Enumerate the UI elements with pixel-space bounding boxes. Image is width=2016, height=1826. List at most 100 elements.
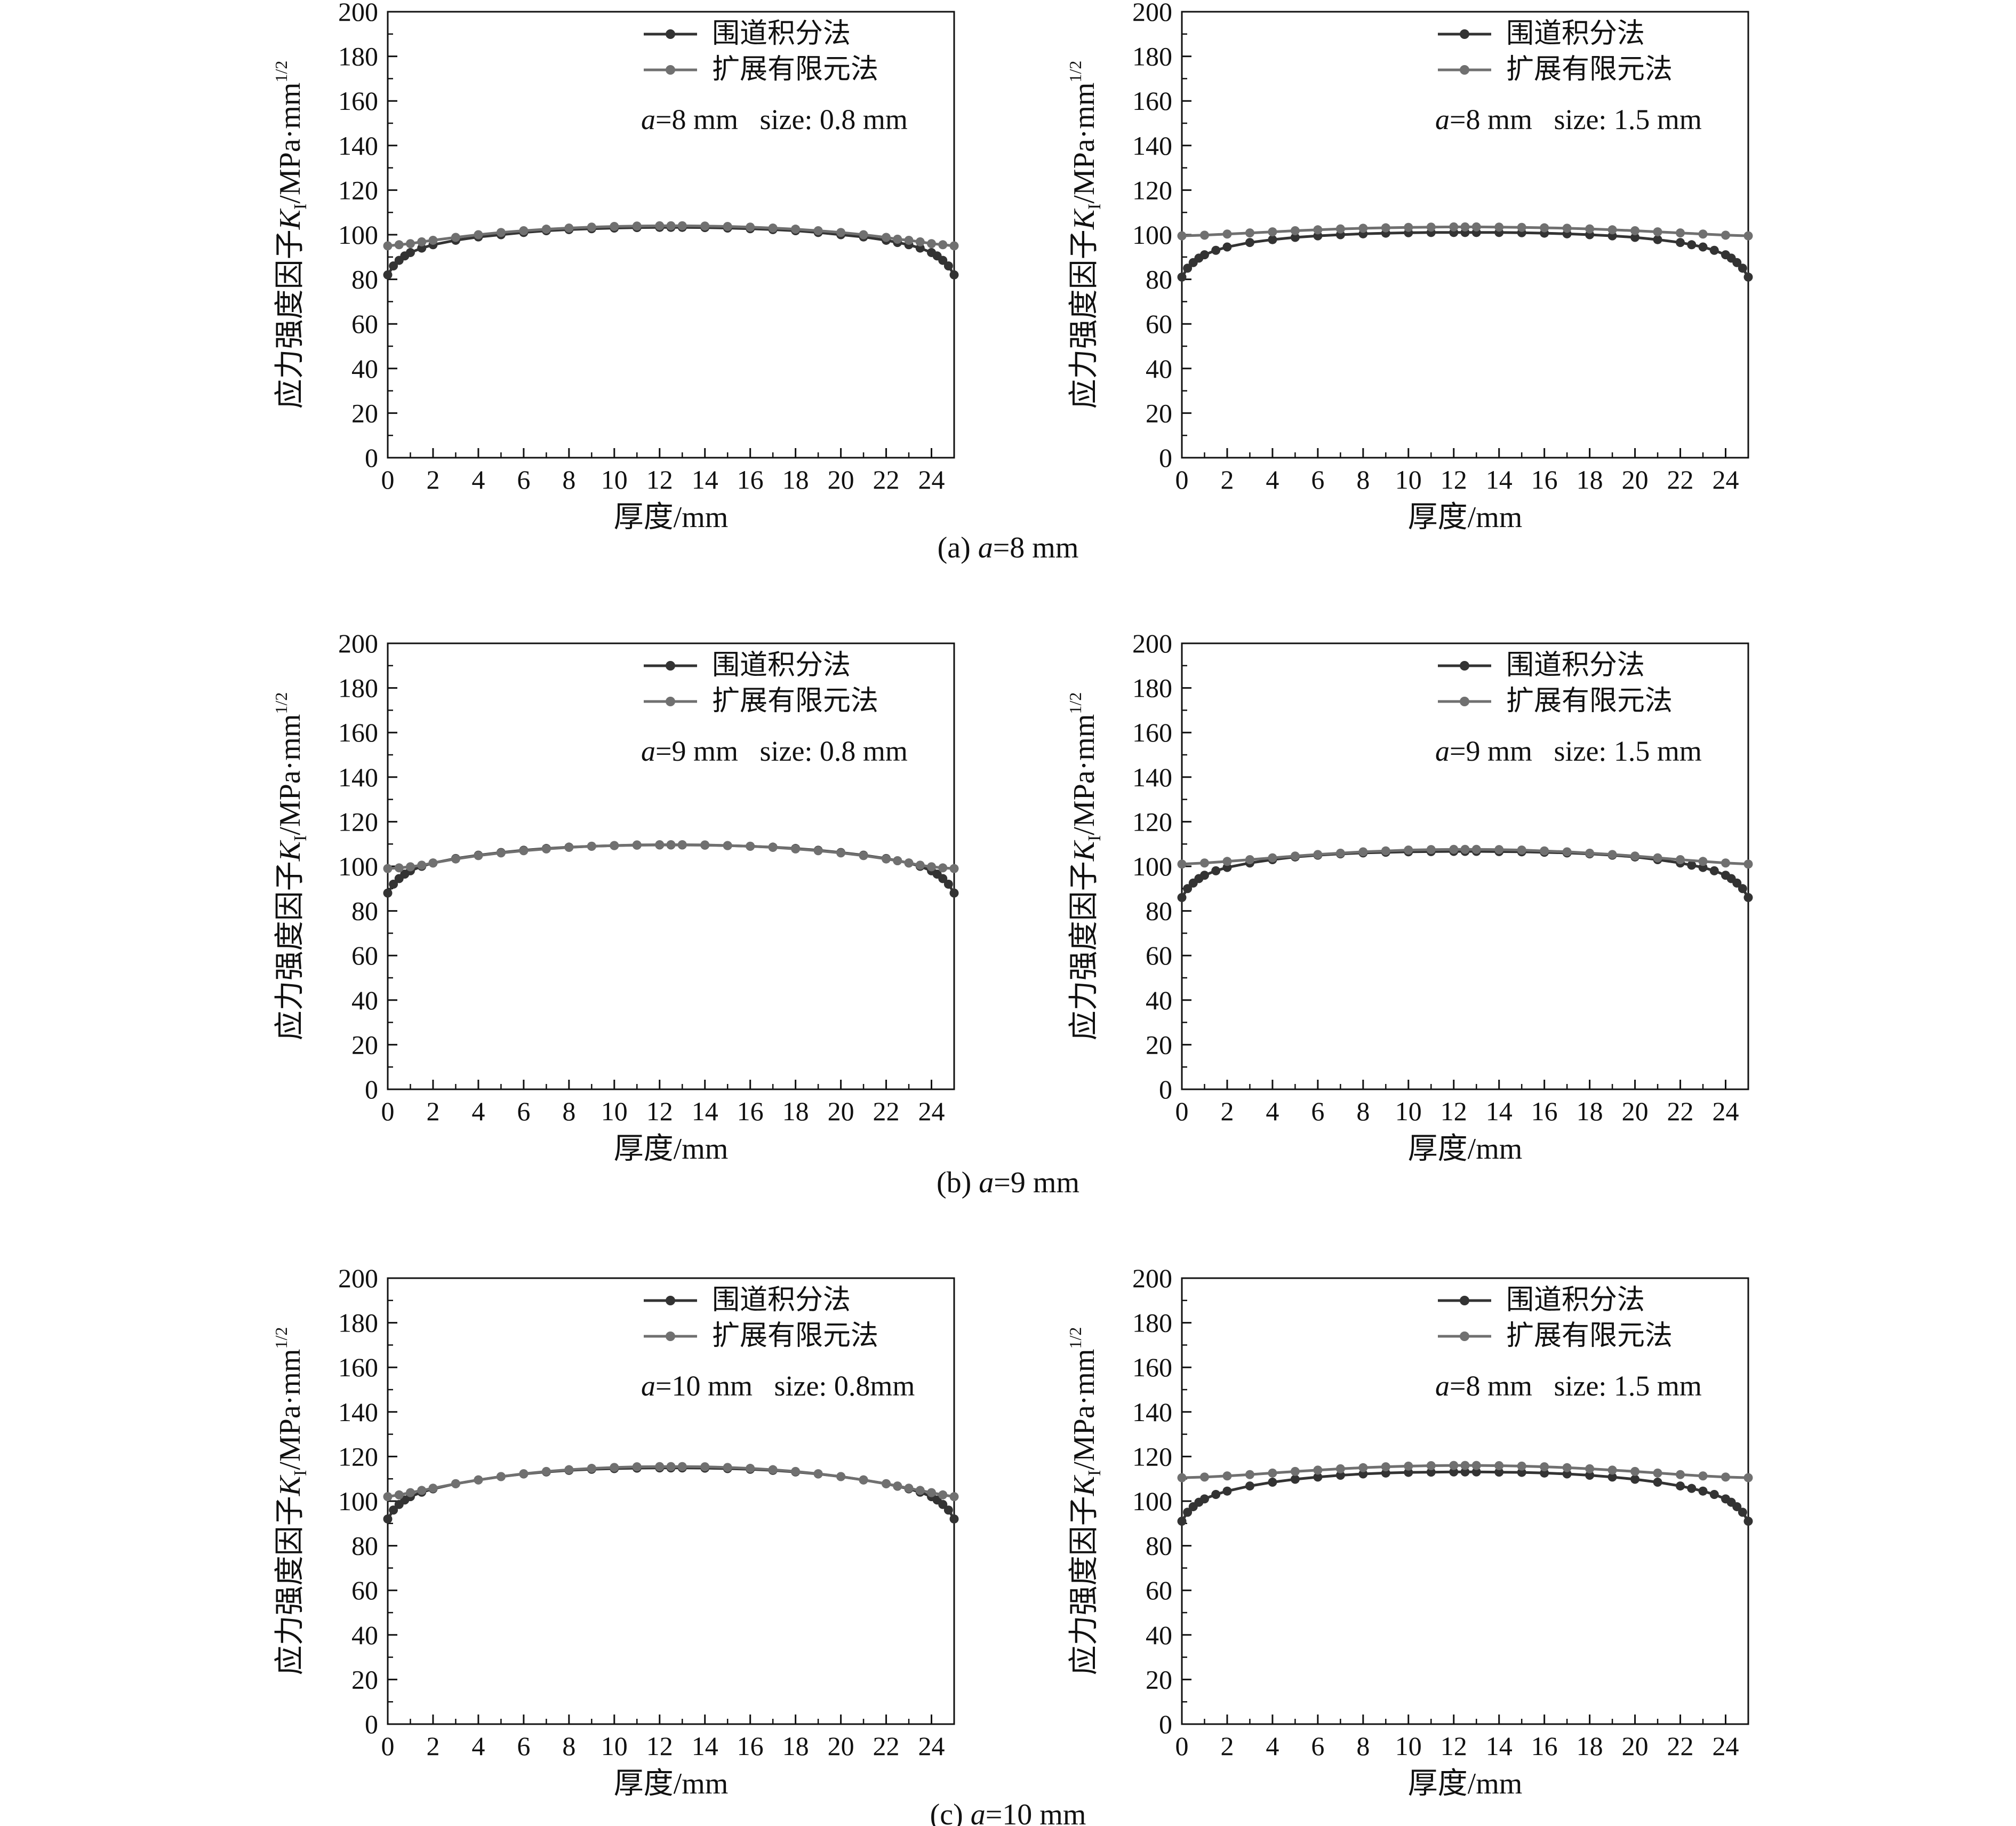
legend-label: 扩展有限元法 (1506, 1320, 1673, 1352)
y-tick-label: 160 (1132, 717, 1172, 747)
data-point (938, 874, 948, 883)
data-point (610, 222, 619, 232)
annotation-italic: a (1435, 103, 1450, 135)
chart-panel-a-right: 0 2 4 6 8 10 12 14 16 18 20 22 240204060801001201401… (1066, 0, 1753, 534)
y-tick-label: 0 (365, 1074, 378, 1104)
x-tick-label: 0 (1175, 1096, 1189, 1126)
data-point (1562, 224, 1572, 233)
data-point (1698, 857, 1708, 866)
data-point (893, 856, 902, 866)
y-tick-label: 140 (338, 1397, 378, 1427)
data-point (1540, 223, 1549, 233)
data-point (496, 1472, 506, 1481)
x-tick-label: 10 (601, 1731, 628, 1761)
x-tick-label: 12 (646, 465, 673, 495)
series-contour-integral (1177, 1467, 1753, 1526)
data-point (904, 235, 914, 245)
annotation-text: =8 mm size: 1.5 mm (1450, 1370, 1702, 1402)
x-tick-label: 22 (873, 1096, 900, 1126)
y-axis-title-unit: /MPa·mm (274, 83, 307, 204)
data-point (1721, 1472, 1731, 1482)
y-tick-label: 0 (1159, 1709, 1172, 1739)
x-tick-label: 18 (782, 1096, 809, 1126)
series-xfem (383, 840, 959, 873)
y-axis-title-symbol: K (274, 208, 307, 230)
data-point (564, 1465, 574, 1474)
y-tick-label: 80 (351, 896, 378, 926)
y-axis-title-superscript: 1/2 (1066, 1327, 1085, 1349)
y-axis-title-symbol: K (274, 1474, 307, 1496)
y-tick-label: 80 (1146, 1531, 1172, 1561)
legend-swatch-marker (666, 1296, 675, 1305)
x-tick-label: 14 (1486, 465, 1513, 495)
y-tick-label: 60 (1146, 940, 1172, 970)
data-point (768, 223, 778, 233)
data-point (1517, 845, 1526, 855)
x-tick-label: 2 (1220, 465, 1234, 495)
caption-prefix: (c) (930, 1798, 971, 1826)
data-point (417, 243, 427, 253)
data-point (405, 248, 415, 257)
data-point (746, 222, 755, 232)
data-point (1177, 272, 1187, 282)
y-tick-label: 60 (1146, 1575, 1172, 1605)
data-point (1607, 1465, 1617, 1475)
data-point (1199, 250, 1209, 260)
data-point (938, 1490, 948, 1500)
y-axis-title-symbol: K (1068, 208, 1101, 230)
x-tick-label: 0 (381, 1096, 395, 1126)
chart-panel-a-left: 0 2 4 6 8 10 12 14 16 18 20 22 240204060801001201401… (271, 0, 959, 534)
data-point (1743, 859, 1753, 869)
data-point (1290, 1466, 1300, 1476)
figure-caption: (a) a=8 mm (938, 531, 1079, 564)
data-point (1268, 235, 1277, 244)
y-tick-label: 20 (1146, 398, 1172, 428)
x-tick-label: 18 (782, 1731, 809, 1761)
data-point (1517, 1468, 1526, 1477)
data-point (1449, 844, 1459, 854)
chart-panel-b-right: 0 2 4 6 8 10 12 14 16 18 20 22 240204060801001201401… (1066, 628, 1753, 1166)
data-point (1199, 1494, 1209, 1504)
x-tick-label: 24 (918, 465, 945, 495)
data-point (610, 1463, 619, 1472)
data-point (1268, 1468, 1277, 1478)
y-axis-title-symbol: K (1068, 840, 1101, 862)
data-point (519, 226, 529, 235)
y-tick-label: 200 (1132, 0, 1172, 27)
data-point (1585, 224, 1595, 234)
y-tick-label: 0 (1159, 443, 1172, 473)
data-point (882, 1479, 891, 1488)
data-point (1743, 272, 1753, 282)
data-point (1211, 866, 1221, 875)
x-tick-label: 6 (1311, 465, 1324, 495)
data-point (1183, 1508, 1193, 1517)
data-point (938, 863, 948, 873)
legend-swatch-marker (666, 1331, 675, 1341)
data-point (915, 860, 925, 870)
legend-swatch-marker (1460, 697, 1469, 706)
data-point (666, 1462, 676, 1471)
data-point (677, 1462, 687, 1471)
y-tick-label: 80 (1146, 265, 1172, 294)
data-point (1290, 226, 1300, 235)
legend-label: 扩展有限元法 (712, 685, 878, 717)
y-tick-label: 60 (1146, 309, 1172, 339)
y-tick-label: 200 (338, 1263, 378, 1293)
x-tick-label: 8 (562, 1096, 575, 1126)
data-point (1199, 858, 1209, 868)
series-xfem (383, 221, 959, 251)
x-tick-label: 14 (692, 1731, 718, 1761)
data-point (1585, 1464, 1595, 1473)
data-point (1607, 225, 1617, 235)
series-contour-integral (1177, 847, 1753, 903)
data-point (1471, 1461, 1481, 1470)
data-point (1358, 1469, 1368, 1479)
data-point (1426, 1468, 1436, 1477)
data-point (938, 256, 948, 265)
y-tick-label: 140 (1132, 131, 1172, 161)
data-point (428, 1484, 438, 1493)
data-point (1540, 846, 1549, 856)
series-line (386, 843, 956, 894)
